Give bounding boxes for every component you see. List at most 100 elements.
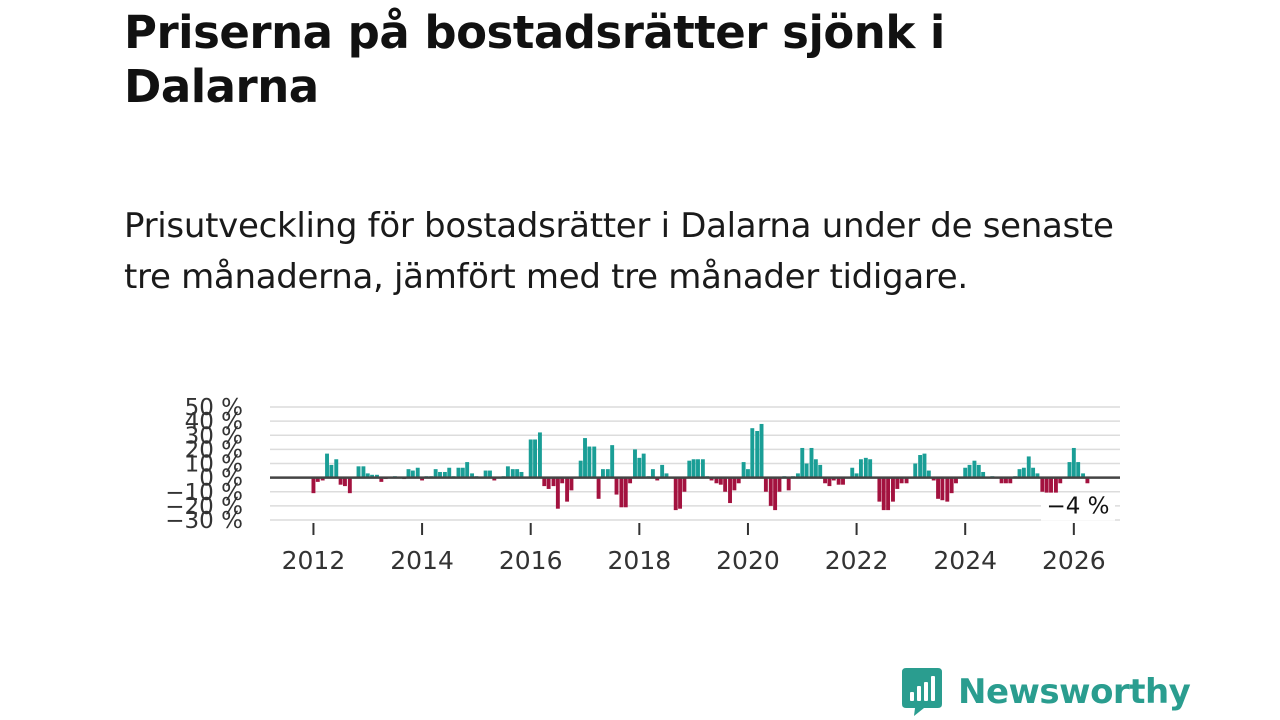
bar bbox=[673, 477, 678, 511]
bar bbox=[519, 471, 524, 478]
brand-name: Newsworthy bbox=[958, 672, 1191, 712]
y-tick-label: −10 % bbox=[165, 480, 243, 506]
bar bbox=[813, 459, 818, 478]
bar bbox=[963, 467, 968, 478]
bar bbox=[868, 459, 873, 478]
bar bbox=[728, 477, 732, 504]
bar bbox=[741, 462, 746, 478]
bar bbox=[818, 464, 823, 478]
bar bbox=[1035, 473, 1040, 478]
bar bbox=[763, 477, 768, 492]
bar bbox=[967, 464, 972, 478]
bar bbox=[596, 477, 601, 499]
bar bbox=[356, 466, 361, 478]
bar bbox=[447, 467, 452, 478]
x-tick-label: 2016 bbox=[499, 546, 563, 575]
bar bbox=[936, 477, 941, 499]
bar bbox=[528, 439, 533, 478]
bar bbox=[583, 438, 587, 478]
bar bbox=[347, 477, 352, 494]
bar bbox=[773, 477, 778, 511]
bar bbox=[746, 469, 750, 478]
bar bbox=[691, 459, 696, 478]
bar bbox=[587, 446, 592, 478]
bar bbox=[976, 464, 981, 478]
bar bbox=[650, 469, 655, 478]
bar bbox=[488, 470, 492, 478]
y-tick-label: −20 % bbox=[165, 494, 243, 520]
bar bbox=[537, 432, 542, 478]
bar bbox=[505, 466, 510, 478]
y-tick-label: −30 % bbox=[165, 508, 243, 534]
bar bbox=[678, 477, 683, 509]
bar bbox=[338, 477, 343, 485]
bar bbox=[931, 477, 936, 481]
bar bbox=[777, 477, 782, 492]
bar bbox=[664, 473, 669, 478]
bar bbox=[1058, 477, 1063, 484]
bar bbox=[410, 470, 415, 478]
y-tick-label: 0 % bbox=[199, 466, 243, 492]
bar bbox=[578, 460, 583, 478]
bar bbox=[633, 449, 637, 478]
bar bbox=[1040, 477, 1045, 492]
bar bbox=[918, 455, 923, 478]
bar bbox=[750, 428, 755, 478]
bar bbox=[641, 453, 646, 478]
bar bbox=[1067, 462, 1072, 478]
bar bbox=[315, 477, 320, 482]
bar bbox=[940, 477, 945, 501]
bar bbox=[470, 473, 474, 478]
bar bbox=[714, 477, 719, 484]
bar bbox=[926, 470, 931, 478]
bar bbox=[800, 447, 805, 478]
bar bbox=[755, 431, 760, 478]
bar bbox=[555, 477, 560, 509]
bar bbox=[311, 477, 316, 494]
bar bbox=[1008, 477, 1013, 484]
bar bbox=[841, 477, 845, 485]
y-tick-label: 50 % bbox=[185, 395, 243, 421]
bar bbox=[1044, 477, 1049, 501]
bar bbox=[628, 477, 633, 484]
bar bbox=[831, 477, 836, 481]
bar bbox=[759, 423, 764, 478]
bar bbox=[858, 459, 863, 478]
page-title: Priserna på bostadsrätter sjönk i Dalarn… bbox=[124, 6, 945, 113]
bar bbox=[438, 471, 442, 478]
bar bbox=[465, 462, 470, 478]
bar bbox=[881, 477, 886, 511]
y-tick-label: 40 % bbox=[185, 409, 243, 435]
bar bbox=[325, 453, 329, 478]
bar bbox=[850, 467, 855, 478]
bar bbox=[949, 477, 954, 494]
bar bbox=[736, 477, 741, 484]
bar bbox=[768, 477, 773, 506]
bar bbox=[533, 439, 537, 478]
bar bbox=[565, 477, 570, 502]
bar bbox=[551, 477, 556, 487]
bar bbox=[370, 474, 375, 478]
chart-labels: 50 %40 %30 %20 %10 %0 %−10 %−20 %−30 % 20… bbox=[165, 395, 1115, 575]
bar bbox=[723, 477, 728, 492]
x-tick-label: 2014 bbox=[390, 546, 454, 575]
bar bbox=[913, 463, 918, 478]
bar bbox=[655, 477, 660, 481]
x-tick-label: 2024 bbox=[933, 546, 997, 575]
bar bbox=[619, 477, 624, 508]
x-tick-label: 2012 bbox=[282, 546, 346, 575]
bar bbox=[1026, 456, 1031, 478]
bar bbox=[510, 469, 515, 478]
bar bbox=[999, 477, 1004, 484]
newsworthy-logo-icon bbox=[902, 668, 942, 716]
bar bbox=[379, 477, 384, 482]
bar bbox=[420, 477, 425, 481]
bar bbox=[945, 477, 950, 502]
bar bbox=[877, 477, 882, 502]
bar bbox=[610, 445, 615, 478]
y-tick-label: 20 % bbox=[185, 437, 243, 463]
bar bbox=[682, 477, 687, 492]
bar bbox=[614, 477, 619, 495]
bar bbox=[1071, 447, 1076, 478]
bar bbox=[922, 453, 927, 478]
